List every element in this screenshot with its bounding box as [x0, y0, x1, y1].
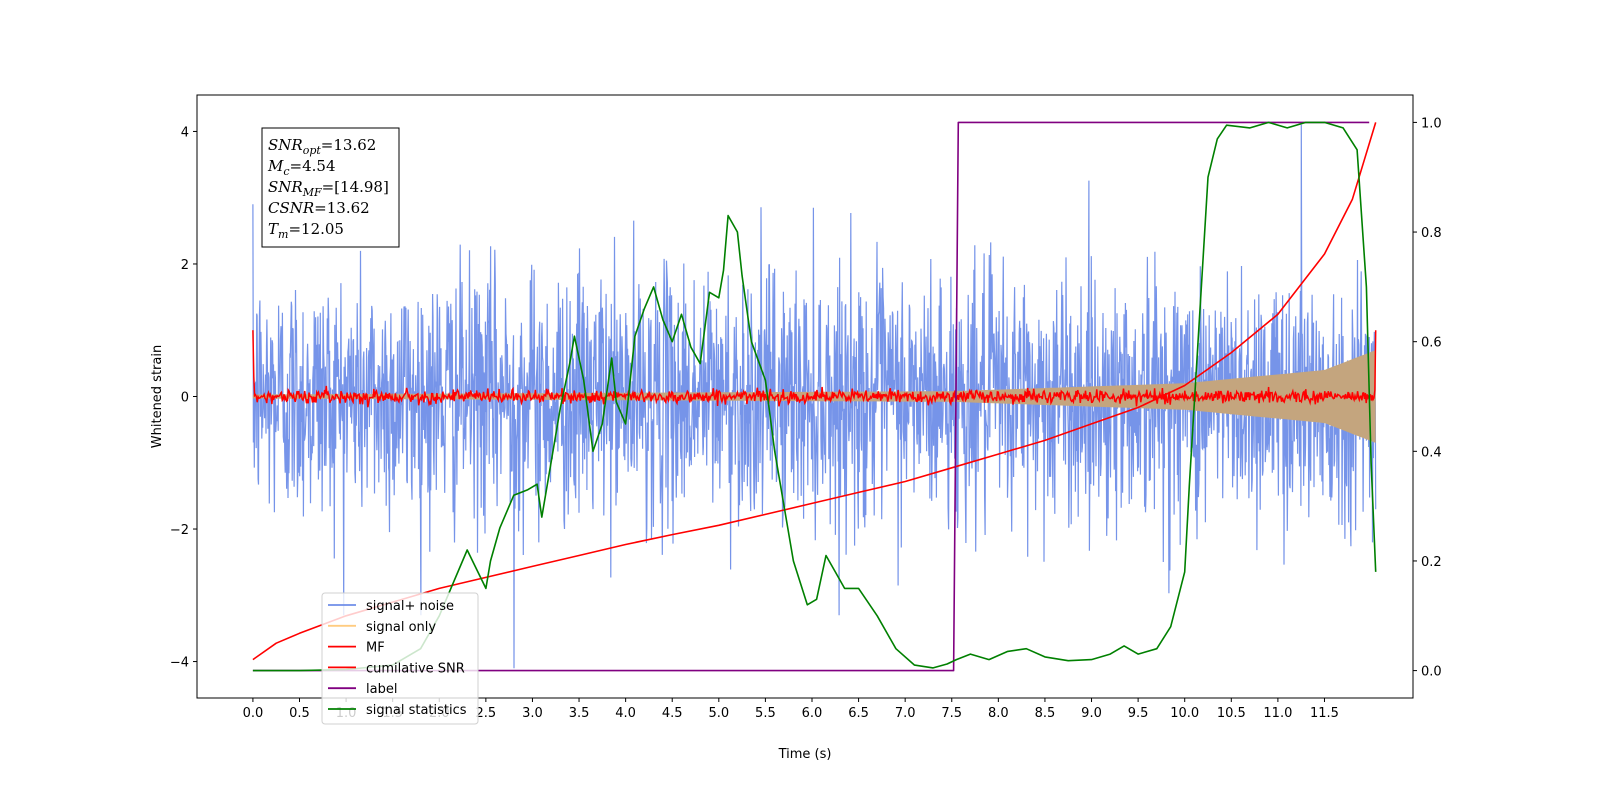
x-tick-label: 8.0 — [988, 706, 1009, 721]
stats-value: =[14.98] — [322, 178, 389, 196]
x-tick-label: 9.5 — [1128, 706, 1149, 721]
stats-value: =13.62 — [321, 136, 377, 154]
stats-subscript: c — [283, 165, 289, 178]
x-tick-label: 5.5 — [755, 706, 776, 721]
y-right-tick-label: 0.8 — [1421, 226, 1442, 241]
x-tick-label: 0.5 — [289, 706, 310, 721]
stats-line: Tm=12.05 — [268, 220, 344, 241]
stats-subscript: MF — [302, 186, 322, 199]
x-tick-label: 3.0 — [522, 706, 543, 721]
y-right-tick-label: 1.0 — [1421, 116, 1442, 131]
x-tick-label: 7.0 — [895, 706, 916, 721]
x-tick-label: 8.5 — [1035, 706, 1056, 721]
series-label-line — [252, 121, 1370, 672]
stats-line: SNRMF=[14.98] — [268, 178, 389, 199]
x-tick-label: 10.0 — [1170, 706, 1199, 721]
stats-value: =13.62 — [314, 199, 370, 217]
x-tick-label: 6.5 — [848, 706, 869, 721]
x-tick-label: 3.5 — [569, 706, 590, 721]
legend-entry: MF — [366, 641, 385, 656]
legend-entry: signal+ noise — [366, 599, 454, 614]
x-tick-label: 6.0 — [802, 706, 823, 721]
y-left-tick-label: 4 — [181, 125, 189, 140]
stats-line: Mc=4.54 — [267, 157, 336, 178]
y-right-tick-label: 0.2 — [1421, 555, 1442, 570]
x-tick-label: 9.0 — [1081, 706, 1102, 721]
legend-entry: cumilative SNR — [366, 661, 465, 676]
x-tick-label: 10.5 — [1217, 706, 1246, 721]
y-left-tick-label: 0 — [181, 391, 189, 406]
series-signal-noise-line — [252, 124, 1377, 669]
x-tick-label: 4.5 — [662, 706, 683, 721]
stats-subscript: opt — [303, 144, 322, 157]
x-tick-label: 5.0 — [708, 706, 729, 721]
y-right-tick-label: 0.6 — [1421, 336, 1442, 351]
stats-line: SNRopt=13.62 — [268, 136, 376, 157]
y-axis-label: Whitened strain — [150, 345, 165, 448]
stats-symbol: SNR — [268, 136, 303, 154]
stats-line: CSNR=13.62 — [268, 199, 370, 217]
x-tick-label: 0.0 — [243, 706, 264, 721]
y-left-tick-label: 2 — [181, 258, 189, 273]
stats-value: =12.05 — [288, 220, 344, 238]
stats-annotation-box: SNRopt=13.62Mc=4.54SNRMF=[14.98]CSNR=13.… — [261, 127, 400, 248]
legend-entry: signal statistics — [366, 703, 467, 718]
x-tick-label: 2.5 — [476, 706, 497, 721]
x-tick-label: 11.0 — [1263, 706, 1292, 721]
stats-symbol: SNR — [268, 178, 303, 196]
stats-symbol: T — [268, 220, 279, 238]
series-mf-line — [252, 330, 1377, 408]
stats-symbol: M — [267, 157, 284, 175]
x-tick-label: 4.0 — [615, 706, 636, 721]
legend: signal+ noise signal only MF cumilative SNR… — [321, 592, 479, 725]
stats-subscript: m — [278, 228, 288, 241]
legend-entry: label — [366, 682, 397, 697]
series-signal-statistics-line — [252, 121, 1377, 672]
x-axis-label: Time (s) — [778, 747, 832, 762]
y-left-tick-label: −4 — [170, 656, 189, 671]
x-tick-label: 11.5 — [1310, 706, 1339, 721]
plot-data — [252, 121, 1377, 672]
legend-entry: signal only — [366, 620, 436, 635]
x-tick-label: 7.5 — [941, 706, 962, 721]
y-right-tick-label: 0.4 — [1421, 445, 1442, 460]
legend-frame — [321, 592, 479, 725]
stats-value: =4.54 — [290, 157, 336, 175]
stats-box-frame — [261, 127, 400, 248]
y-right-tick-label: 0.0 — [1421, 665, 1442, 680]
stats-symbol: CSNR — [268, 199, 314, 217]
y-left-tick-label: −2 — [170, 523, 189, 538]
